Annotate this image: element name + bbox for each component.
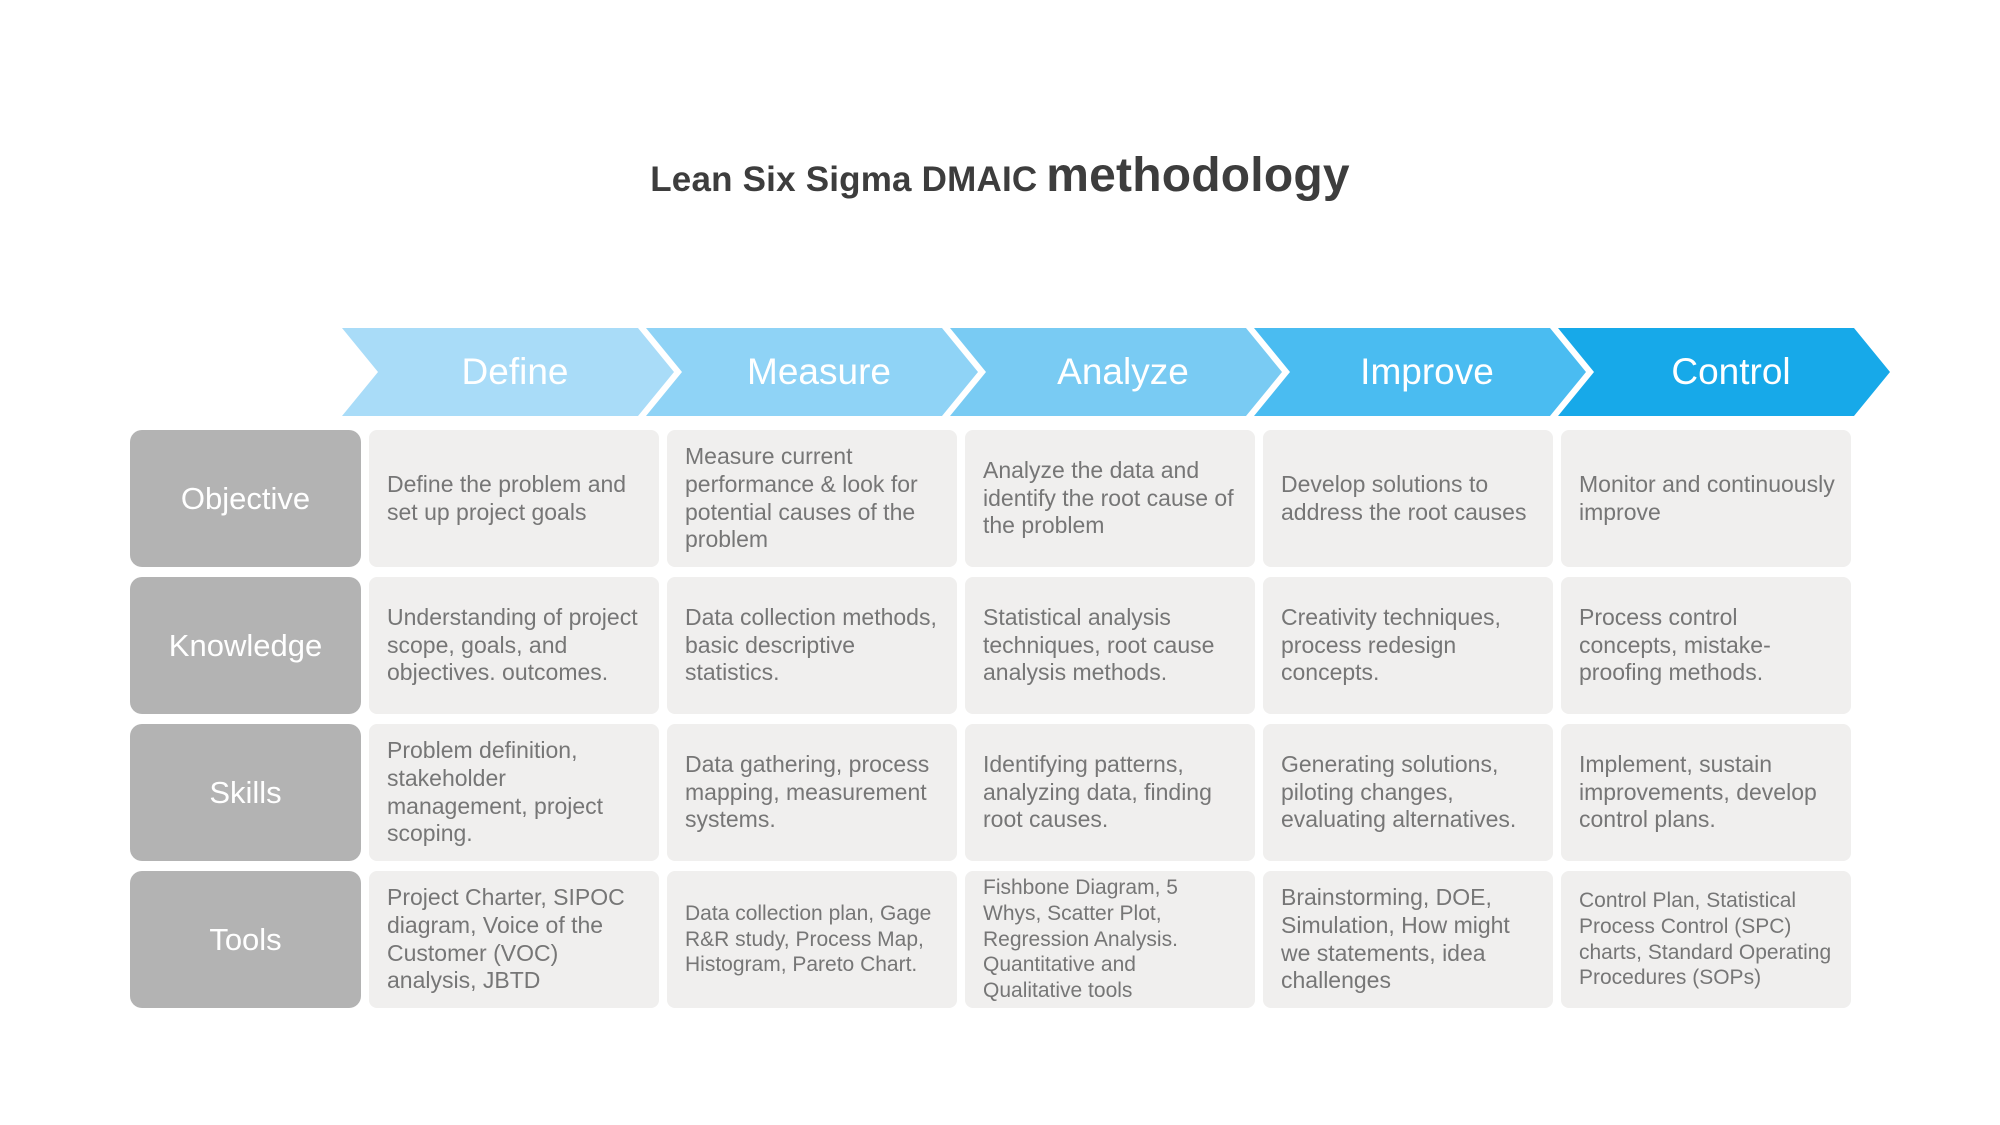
cell-skills-control: Implement, sustain improvements, develop…: [1561, 724, 1851, 861]
cell-objective-improve: Develop solutions to address the root ca…: [1263, 430, 1553, 567]
phase-arrow-measure: Measure: [646, 328, 978, 416]
cell-knowledge-measure: Data collection methods, basic descripti…: [667, 577, 957, 714]
cell-knowledge-control: Process control concepts, mistake-proofi…: [1561, 577, 1851, 714]
cell-knowledge-define: Understanding of project scope, goals, a…: [369, 577, 659, 714]
row-label-tools: Tools: [130, 871, 361, 1008]
row-label-knowledge: Knowledge: [130, 577, 361, 714]
cell-tools-control: Control Plan, Statistical Process Contro…: [1561, 871, 1851, 1008]
phase-arrow-improve: Improve: [1254, 328, 1586, 416]
page-title-prefix: Lean Six Sigma DMAIC: [650, 160, 1038, 199]
phase-arrow-define: Define: [342, 328, 674, 416]
row-skills: Skills Problem definition, stakeholder m…: [130, 724, 1851, 861]
cell-skills-define: Problem definition, stakeholder manageme…: [369, 724, 659, 861]
phase-label-analyze: Analyze: [1057, 351, 1189, 392]
phase-label-control: Control: [1671, 351, 1791, 392]
row-objective: Objective Define the problem and set up …: [130, 430, 1851, 567]
row-tools: Tools Project Charter, SIPOC diagram, Vo…: [130, 871, 1851, 1008]
row-label-skills: Skills: [130, 724, 361, 861]
cell-knowledge-analyze: Statistical analysis techniques, root ca…: [965, 577, 1255, 714]
cell-skills-improve: Generating solutions, piloting changes, …: [1263, 724, 1553, 861]
cell-knowledge-improve: Creativity techniques, process redesign …: [1263, 577, 1553, 714]
phase-arrow-control: Control: [1558, 328, 1890, 416]
dmaic-matrix: Objective Define the problem and set up …: [130, 430, 1851, 1018]
cell-tools-measure: Data collection plan, Gage R&R study, Pr…: [667, 871, 957, 1008]
cell-tools-improve: Brainstorming, DOE, Simulation, How migh…: [1263, 871, 1553, 1008]
page-title-emphasis: methodology: [1046, 149, 1350, 202]
cell-objective-control: Monitor and continuously improve: [1561, 430, 1851, 567]
phase-arrow-analyze: Analyze: [950, 328, 1282, 416]
cell-objective-analyze: Analyze the data and identify the root c…: [965, 430, 1255, 567]
row-label-objective: Objective: [130, 430, 361, 567]
cell-tools-analyze: Fishbone Diagram, 5 Whys, Scatter Plot, …: [965, 871, 1255, 1008]
cell-tools-define: Project Charter, SIPOC diagram, Voice of…: [369, 871, 659, 1008]
phase-label-measure: Measure: [747, 351, 891, 392]
cell-objective-measure: Measure current performance & look for p…: [667, 430, 957, 567]
cell-skills-measure: Data gathering, process mapping, measure…: [667, 724, 957, 861]
phase-label-define: Define: [461, 351, 569, 392]
phase-label-improve: Improve: [1360, 351, 1494, 392]
cell-skills-analyze: Identifying patterns, analyzing data, fi…: [965, 724, 1255, 861]
phase-arrow-band: Define Measure Analyze Improve Control: [342, 328, 1902, 416]
page-title: Lean Six Sigma DMAIC methodology: [0, 148, 2000, 203]
row-knowledge: Knowledge Understanding of project scope…: [130, 577, 1851, 714]
cell-objective-define: Define the problem and set up project go…: [369, 430, 659, 567]
